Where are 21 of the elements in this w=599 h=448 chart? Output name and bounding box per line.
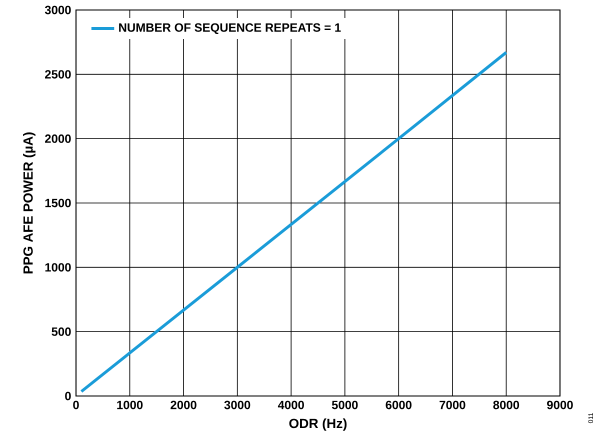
y-tick-label: 1000 <box>45 263 71 272</box>
x-tick-label: 4000 <box>278 400 304 410</box>
y-tick-label: 2000 <box>45 134 71 143</box>
x-tick-label: 0 <box>73 400 79 410</box>
x-tick-label: 3000 <box>224 400 250 410</box>
y-tick-label: 3000 <box>44 6 71 14</box>
x-tick-label: 9000 <box>547 400 573 410</box>
y-tick-label: 2500 <box>45 70 71 79</box>
x-tick-label: 7000 <box>440 400 466 410</box>
x-axis-title: ODR (Hz) <box>289 418 347 431</box>
x-tick-label: 1000 <box>117 400 143 410</box>
line-series <box>80 50 508 393</box>
y-tick-label: 500 <box>52 327 71 336</box>
x-tick-label: 8000 <box>493 400 520 410</box>
x-tick-label: 2000 <box>170 400 196 410</box>
legend-label: NUMBER OF SEQUENCE REPEATS = 1 <box>119 23 341 34</box>
y-tick-label: 1500 <box>45 198 71 208</box>
x-tick-label: 6000 <box>386 400 412 410</box>
x-tick-label: 5000 <box>332 400 358 410</box>
y-axis-title: PPG AFE POWER (µA) <box>23 132 36 274</box>
y-tick-label: 0 <box>65 392 71 400</box>
